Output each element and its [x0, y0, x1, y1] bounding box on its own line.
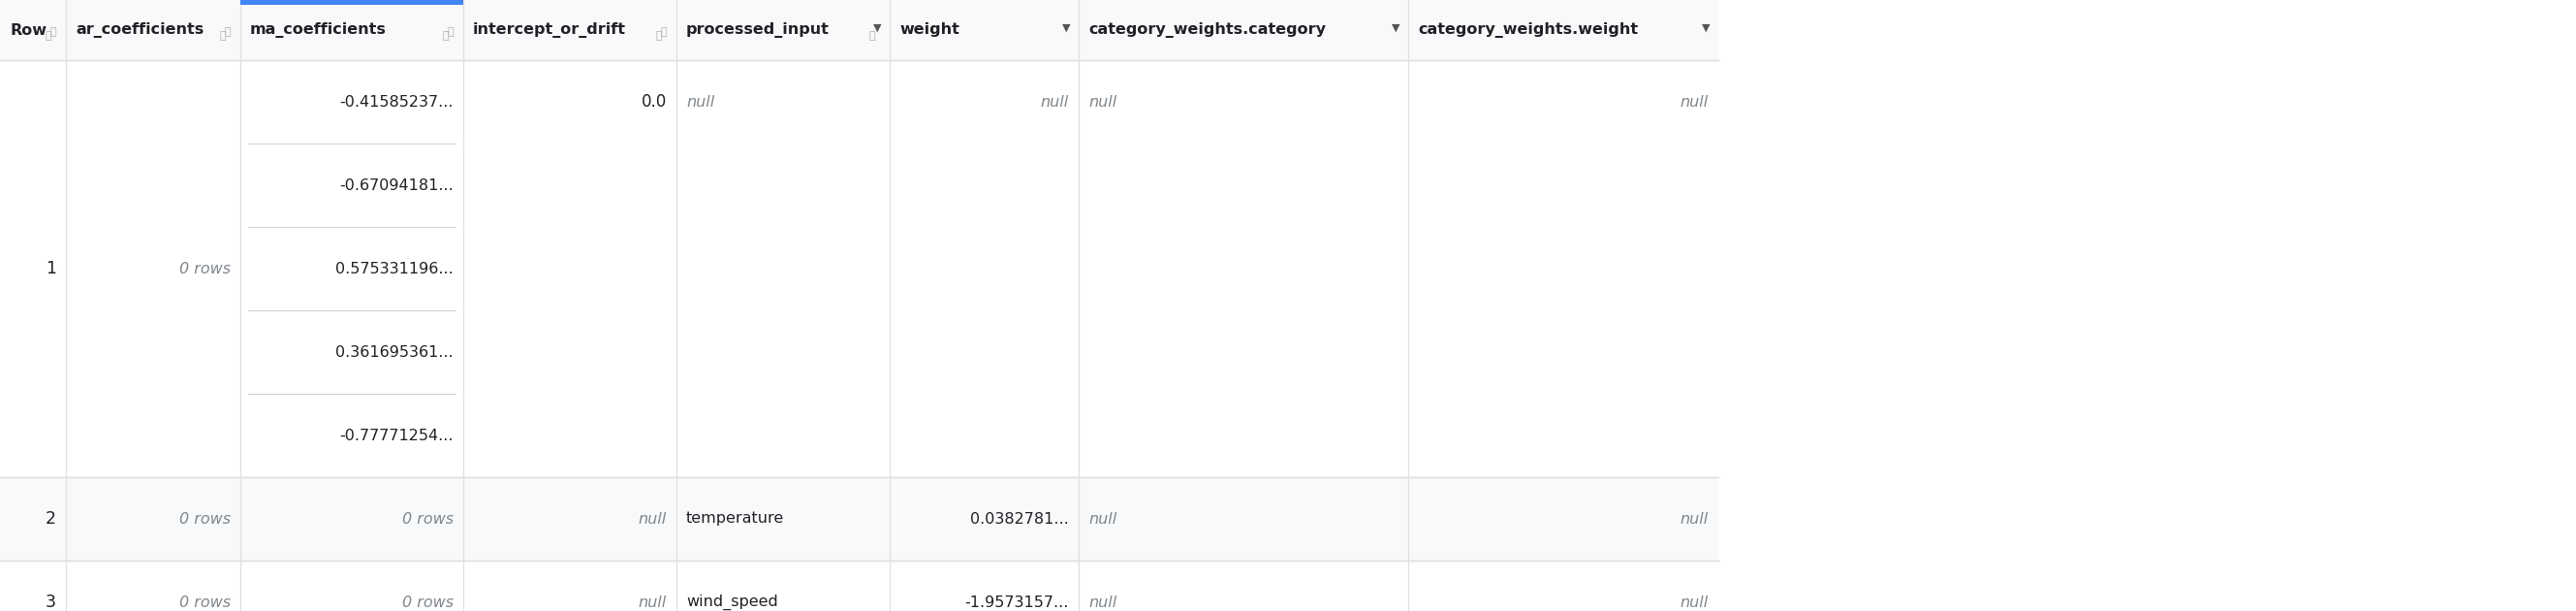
Text: wind_speed: wind_speed: [685, 595, 778, 610]
Text: 0.361695361...: 0.361695361...: [335, 345, 453, 359]
Text: ⟋: ⟋: [219, 31, 227, 41]
Text: temperature: temperature: [685, 511, 783, 526]
Text: -0.67094181...: -0.67094181...: [340, 178, 453, 192]
Bar: [240, 0, 464, 5]
Bar: [0, 560, 1718, 611]
Text: null: null: [1680, 595, 1708, 610]
Text: intercept_or_drift: intercept_or_drift: [474, 23, 626, 38]
Text: category_weights.category: category_weights.category: [1087, 23, 1327, 38]
Text: 0 rows: 0 rows: [180, 511, 232, 526]
Text: null: null: [1087, 595, 1118, 610]
Text: null: null: [1087, 95, 1118, 109]
Text: 0.0382781...: 0.0382781...: [971, 511, 1069, 526]
Text: ⟋: ⟋: [448, 27, 453, 37]
Text: null: null: [1680, 511, 1708, 526]
Text: ⟋: ⟋: [657, 31, 662, 41]
Text: ma_coefficients: ma_coefficients: [250, 23, 386, 38]
Text: null: null: [1087, 511, 1118, 526]
Bar: [0, 0, 1718, 60]
Text: -0.77771254...: -0.77771254...: [340, 428, 453, 443]
Text: null: null: [639, 595, 667, 610]
Text: ⟋: ⟋: [443, 31, 448, 41]
Text: ar_coefficients: ar_coefficients: [75, 23, 204, 38]
Text: 1: 1: [46, 260, 57, 277]
Text: 0 rows: 0 rows: [402, 511, 453, 526]
Text: ▼: ▼: [873, 23, 881, 33]
Text: 0.0: 0.0: [641, 93, 667, 111]
Text: weight: weight: [899, 23, 958, 37]
Text: null: null: [685, 95, 714, 109]
Bar: [0, 477, 1718, 560]
Text: category_weights.weight: category_weights.weight: [1417, 23, 1638, 38]
Text: ⟋: ⟋: [224, 27, 232, 37]
Text: ▼: ▼: [1391, 23, 1399, 33]
Text: 0.575331196...: 0.575331196...: [335, 262, 453, 276]
Text: 0 rows: 0 rows: [402, 595, 453, 610]
Text: processed_input: processed_input: [685, 23, 829, 38]
Text: null: null: [1680, 95, 1708, 109]
Text: ⟋: ⟋: [868, 31, 876, 41]
Text: 0 rows: 0 rows: [180, 595, 232, 610]
Text: ⟋: ⟋: [659, 27, 667, 37]
Text: 2: 2: [46, 510, 57, 527]
Text: -1.9573157...: -1.9573157...: [966, 595, 1069, 610]
Text: ⟋: ⟋: [49, 27, 57, 37]
Text: -0.41585237...: -0.41585237...: [340, 95, 453, 109]
Text: null: null: [639, 511, 667, 526]
Text: ▼: ▼: [1703, 23, 1710, 33]
Bar: [0, 60, 1718, 477]
Text: 3: 3: [46, 593, 57, 611]
Text: ⟋: ⟋: [46, 31, 52, 41]
Text: Row: Row: [10, 23, 46, 37]
Text: null: null: [1041, 95, 1069, 109]
Text: ▼: ▼: [1061, 23, 1069, 33]
Text: 0 rows: 0 rows: [180, 262, 232, 276]
